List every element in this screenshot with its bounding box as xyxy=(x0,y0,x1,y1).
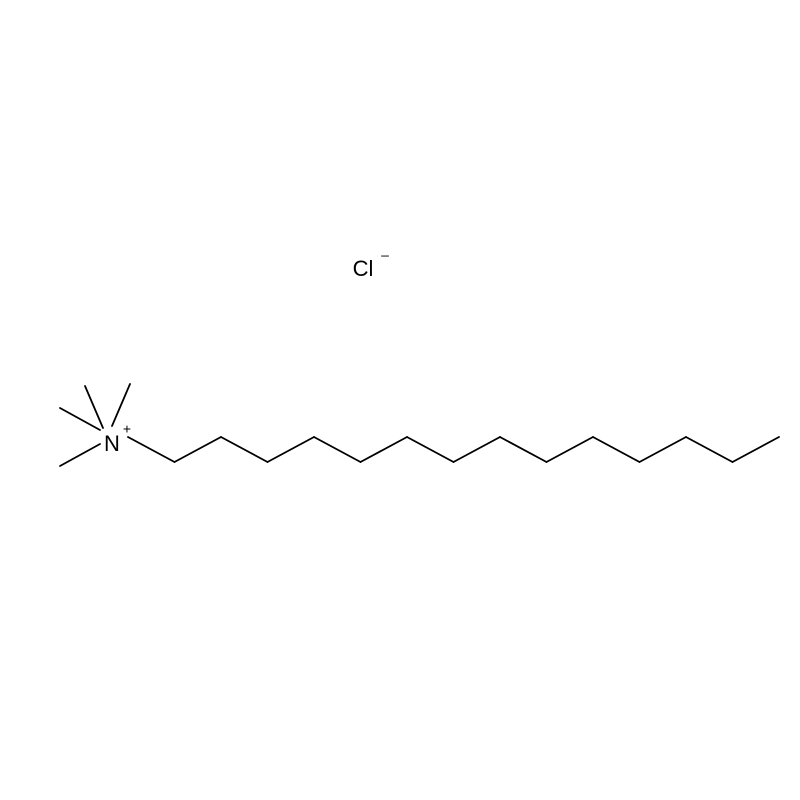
chain-bond-12 xyxy=(686,437,733,462)
nitrogen-label: N xyxy=(104,431,120,456)
chain-bond-3 xyxy=(268,437,315,462)
methyl-bond-1 xyxy=(60,408,100,430)
chain-bond-7 xyxy=(454,437,501,462)
chain-bond-2 xyxy=(221,437,268,462)
methyl-bond-3 xyxy=(112,384,130,426)
chain-bond-11 xyxy=(640,437,687,462)
methyl-bond-4 xyxy=(60,444,100,466)
chain-bond-6 xyxy=(407,437,454,462)
chain-bond-1 xyxy=(175,437,222,462)
chloride-label: Cl xyxy=(353,256,374,281)
methyl-bond-2 xyxy=(85,386,103,428)
chain-bond-13 xyxy=(733,437,780,462)
chain-bond-0 xyxy=(128,437,175,462)
chain-bond-9 xyxy=(547,437,594,462)
chain-bond-4 xyxy=(314,437,361,462)
chloride-charge: – xyxy=(381,247,389,263)
nitrogen-charge: + xyxy=(123,421,131,437)
chain-bond-5 xyxy=(361,437,408,462)
molecule-diagram: N+ Cl– xyxy=(0,0,800,800)
chain-bond-8 xyxy=(500,437,547,462)
chain-bond-10 xyxy=(593,437,640,462)
